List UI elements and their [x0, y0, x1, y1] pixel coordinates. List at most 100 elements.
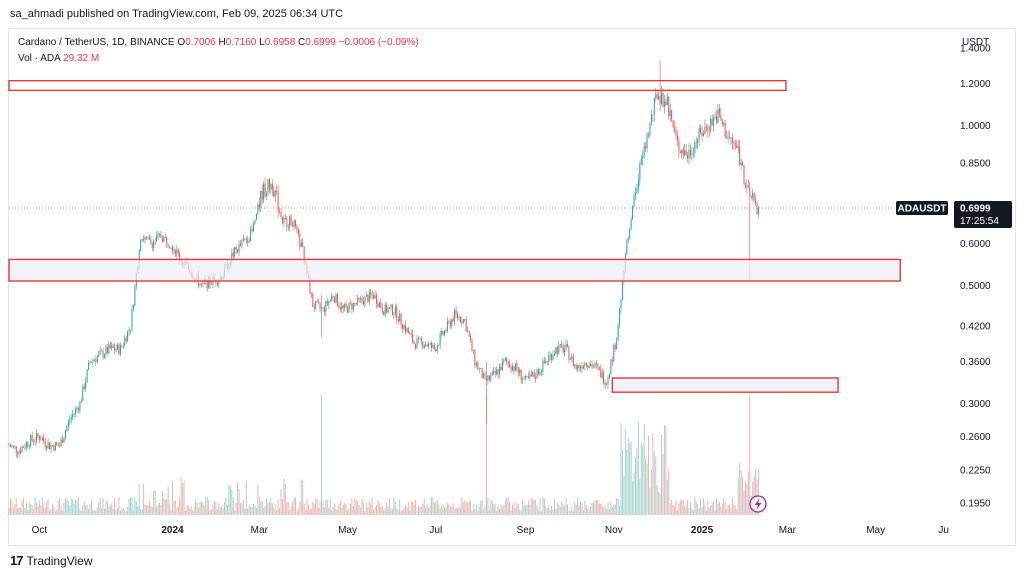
volume-bar	[281, 498, 283, 515]
candle-body	[483, 373, 485, 379]
volume-bar	[226, 505, 228, 515]
volume-bar	[127, 506, 129, 515]
candle-body	[497, 369, 499, 375]
volume-bar	[653, 451, 655, 515]
volume-bar	[577, 497, 579, 515]
volume-label[interactable]: Vol · ADA	[18, 53, 61, 64]
volume-bar	[232, 497, 234, 515]
candle-body	[273, 189, 275, 197]
candle-body	[484, 373, 486, 377]
tradingview-logo[interactable]: 17 TradingView	[10, 553, 93, 568]
candle-body	[154, 241, 156, 242]
volume-bar	[710, 505, 712, 515]
volume-bar	[258, 497, 260, 515]
volume-bar	[44, 507, 46, 515]
volume-bar	[316, 499, 318, 515]
volume-bar	[72, 499, 74, 515]
candle-body	[378, 302, 380, 307]
candle-body	[377, 304, 379, 307]
candle-body	[595, 363, 597, 365]
candle-body	[31, 435, 33, 441]
volume-bar	[313, 503, 315, 515]
volume-bar	[349, 503, 351, 515]
candle-body	[328, 301, 330, 305]
volume-bar	[513, 502, 515, 515]
candle-body	[503, 360, 505, 362]
candle-body	[406, 328, 408, 332]
currency-button[interactable]: USDT	[962, 37, 990, 48]
candle-body	[682, 149, 684, 156]
candle-body	[174, 250, 176, 255]
candle-body	[522, 379, 524, 381]
volume-bar	[532, 498, 534, 515]
candle-body	[244, 238, 246, 240]
volume-bar	[663, 425, 665, 515]
symbol-title[interactable]: Cardano / TetherUS, 1D, BINANCE	[18, 37, 175, 48]
candle-body	[481, 368, 483, 379]
candle-body	[679, 150, 681, 154]
volume-bar	[11, 500, 13, 515]
volume-bar	[354, 498, 356, 515]
candle-body	[258, 204, 260, 208]
candle-body	[485, 376, 487, 381]
time-tick-label: Jul	[429, 525, 442, 536]
volume-bar	[34, 497, 36, 515]
volume-bar	[685, 504, 687, 515]
volume-bar	[190, 506, 192, 515]
candle-body	[727, 137, 729, 139]
candle-body	[171, 247, 173, 252]
volume-bar	[747, 471, 749, 515]
volume-bar	[216, 509, 218, 515]
volume-bar	[312, 501, 314, 515]
volume-bar	[698, 508, 700, 515]
candle-body	[459, 316, 461, 322]
candle-body	[59, 445, 61, 447]
candle-body	[720, 114, 722, 121]
volume-bar	[268, 501, 270, 515]
volume-bar	[145, 504, 147, 515]
volume-bar	[465, 502, 467, 515]
candle-body	[665, 101, 667, 106]
volume-bar	[60, 505, 62, 515]
candle-body	[364, 296, 366, 305]
lightning-icon-bolt[interactable]	[754, 498, 762, 510]
candle-body	[752, 193, 754, 198]
lightning-icon[interactable]	[749, 495, 767, 513]
volume-bar	[37, 505, 39, 515]
volume-bar	[472, 503, 474, 515]
candle-body	[257, 204, 259, 214]
volume-bar	[702, 498, 704, 515]
volume-bar	[446, 502, 448, 515]
volume-bar	[648, 435, 650, 515]
volume-bar	[267, 503, 269, 515]
candle-body	[731, 137, 733, 143]
volume-bar	[89, 503, 91, 515]
volume-bar	[584, 501, 586, 515]
volume-bar	[591, 503, 593, 515]
volume-bar	[193, 506, 195, 515]
candle-body	[650, 114, 652, 124]
volume-bar	[138, 483, 140, 515]
volume-bar	[467, 502, 469, 515]
candle-body	[671, 110, 673, 121]
volume-bar	[263, 507, 265, 515]
candle-body	[85, 381, 87, 389]
candle-body	[552, 355, 554, 360]
candle-body	[83, 386, 85, 389]
candle-body	[496, 369, 498, 375]
candle-body	[449, 321, 451, 327]
candle-body	[451, 319, 453, 327]
volume-bar	[630, 441, 632, 515]
volume-bar	[640, 442, 642, 515]
volume-bar	[271, 502, 273, 515]
candle-body	[88, 363, 90, 370]
volume-bar	[167, 486, 169, 515]
volume-bar	[423, 498, 425, 515]
candle-body	[546, 361, 548, 363]
volume-bar	[199, 502, 201, 515]
candle-body	[260, 190, 262, 208]
candle-body	[611, 359, 613, 362]
volume-bar	[562, 505, 564, 515]
volume-bar	[749, 395, 751, 515]
